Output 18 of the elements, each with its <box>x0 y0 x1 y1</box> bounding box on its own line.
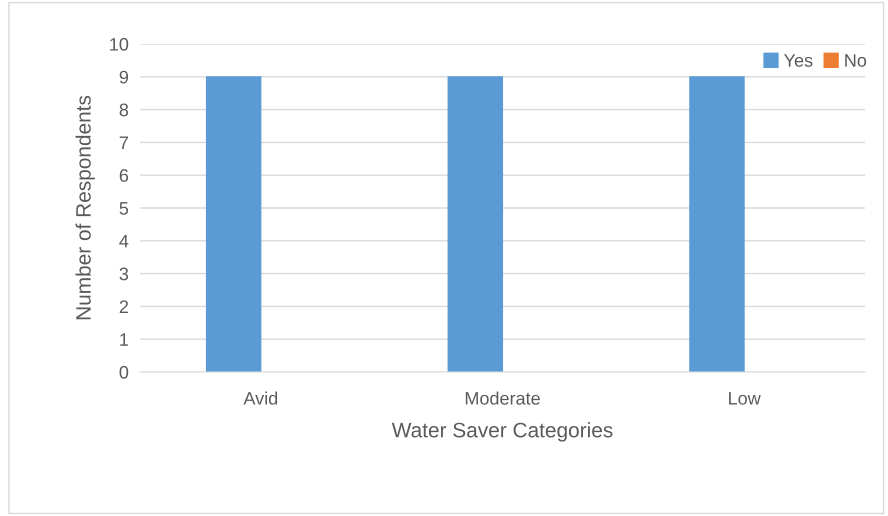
x-axis-title: Water Saver Categories <box>392 422 613 442</box>
legend-label: No <box>845 54 866 67</box>
y-tick-label: 7 <box>120 136 128 149</box>
y-tick-label: 2 <box>120 300 128 313</box>
y-tick-label: 6 <box>120 169 128 182</box>
x-tick-label: Avid <box>243 391 278 405</box>
y-tick-label: 10 <box>110 38 128 51</box>
y-tick-label: 8 <box>120 104 128 116</box>
y-tick-label: 0 <box>120 366 128 379</box>
y-axis-title: Number of Respondents <box>76 96 95 320</box>
legend-label: Yes <box>784 54 812 67</box>
x-tick-label: Moderate <box>466 391 540 405</box>
y-tick-label: 4 <box>119 234 128 248</box>
y-tick-label: 1 <box>120 333 128 346</box>
y-tick-label: 3 <box>120 268 128 280</box>
y-tick-label: 5 <box>120 202 128 215</box>
x-tick-label: Low <box>729 392 761 405</box>
y-tick-label: 9 <box>120 70 128 84</box>
